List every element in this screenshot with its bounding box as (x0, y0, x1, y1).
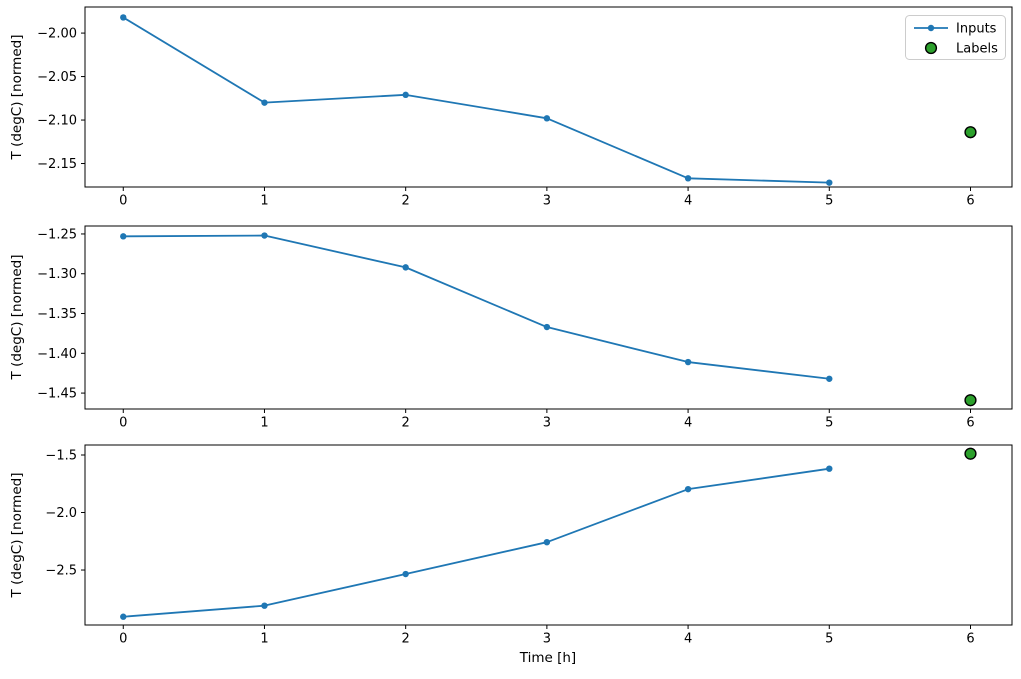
y-tick-label: −2.05 (37, 70, 77, 85)
x-tick-label: 0 (119, 632, 127, 647)
x-tick-label: 3 (543, 632, 551, 647)
inputs-point (120, 613, 127, 620)
x-tick-label: 1 (260, 416, 268, 431)
x-tick-label: 0 (119, 416, 127, 431)
inputs-line-subplot-1 (122, 16, 831, 184)
x-tick-label: 4 (684, 194, 692, 209)
inputs-point (261, 232, 268, 239)
x-axis-label: Time [h] (519, 650, 576, 666)
inputs-point (120, 14, 127, 21)
inputs-point (543, 323, 551, 331)
y-tick-label: −2.15 (37, 157, 77, 172)
labels-point-subplot-1 (964, 126, 977, 139)
subplots-group: 0 1 2 3 4 5 6−2.00−2.05−2.10−2.150 1 2 3 4 5 6−1.25−… (37, 6, 1013, 647)
inputs-point (261, 602, 268, 609)
inputs-point (684, 485, 692, 493)
x-tick-label: 1 (260, 194, 268, 209)
inputs-point (402, 264, 409, 271)
x-tick-label: 6 (966, 632, 974, 647)
y-tick-label: −1.30 (37, 267, 77, 282)
legend-labels-marker-icon (924, 41, 938, 55)
axes-frame-subplot-1 (84, 6, 1013, 188)
y-tick-label: −1.5 (45, 449, 77, 464)
x-tick-label: 2 (402, 632, 410, 647)
y-axis-label-subplot-3: T (degC) [normed] (9, 473, 25, 599)
y-tick-label: −2.5 (45, 564, 77, 579)
x-tick-label: 2 (402, 416, 410, 431)
labels-point-subplot-2 (964, 394, 977, 407)
inputs-point (826, 179, 833, 186)
x-tick-label: 2 (402, 194, 410, 209)
y-tick-label: −2.00 (37, 27, 77, 42)
x-tick-label: 4 (684, 632, 692, 647)
inputs-point (261, 99, 268, 106)
labels-point-subplot-3 (964, 447, 977, 460)
inputs-point (826, 465, 833, 472)
inputs-point (543, 115, 551, 122)
inputs-line-subplot-3 (122, 467, 831, 618)
x-tick-label: 3 (543, 194, 551, 209)
y-tick-label: −1.40 (37, 347, 77, 362)
axes-frame-subplot-3 (84, 444, 1013, 626)
axes-frame-subplot-2 (84, 225, 1013, 410)
x-tick-label: 5 (825, 194, 833, 209)
y-tick-label: −1.35 (37, 307, 77, 322)
y-tick-label: −1.45 (37, 387, 77, 402)
inputs-point (684, 358, 692, 366)
y-tick-label: −2.0 (45, 506, 77, 521)
x-tick-label: 6 (966, 416, 974, 431)
x-tick-label: 0 (119, 194, 127, 209)
inputs-point (543, 538, 551, 546)
x-tick-label: 3 (543, 416, 551, 431)
y-axis-label-subplot-1: T (degC) [normed] (9, 35, 25, 161)
inputs-line-subplot-2 (122, 234, 831, 380)
y-tick-label: −1.25 (37, 227, 77, 242)
x-tick-label: 4 (684, 416, 692, 431)
x-tick-label: 6 (966, 194, 974, 209)
x-tick-label: 5 (825, 416, 833, 431)
y-tick-label: −2.10 (37, 114, 77, 129)
legend-entry-inputs: Inputs (956, 22, 997, 37)
legend-inputs-marker-icon (927, 24, 935, 32)
legend: Inputs Labels (905, 15, 1006, 60)
inputs-point (402, 570, 409, 578)
y-axis-label-subplot-2: T (degC) [normed] (9, 255, 25, 381)
x-tick-label: 5 (825, 632, 833, 647)
inputs-point (402, 91, 409, 99)
inputs-point (120, 233, 127, 240)
inputs-point (826, 375, 833, 382)
x-tick-label: 1 (260, 632, 268, 647)
inputs-point (684, 175, 692, 182)
legend-entry-labels: Labels (956, 42, 998, 57)
